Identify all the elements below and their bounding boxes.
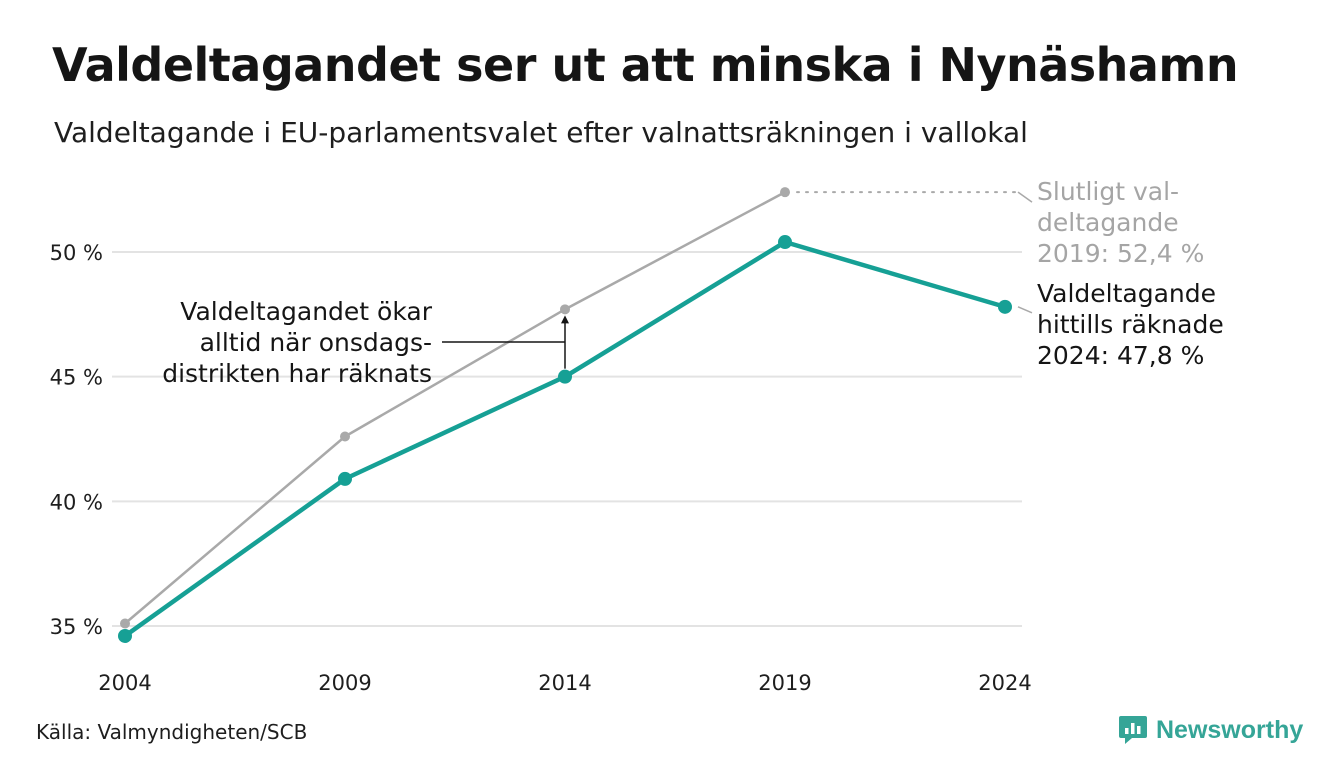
series-counted — [118, 235, 1012, 643]
newsworthy-icon — [1119, 716, 1147, 744]
x-tick-label: 2014 — [538, 671, 591, 695]
counted-label-line: Valdeltagande — [1037, 279, 1216, 308]
increase-arrow-head — [561, 315, 569, 324]
data-point-counted — [778, 235, 792, 250]
brand-logo: Newsworthy — [1118, 714, 1303, 746]
x-tick-label: 2009 — [318, 671, 371, 695]
final-label-line: Slutligt val- — [1037, 177, 1179, 206]
data-point-final — [780, 187, 790, 198]
x-tick-label: 2004 — [98, 671, 151, 695]
series-line-final — [124, 191, 786, 625]
x-tick-label: 2019 — [758, 671, 811, 695]
data-point-counted — [338, 471, 352, 486]
data-point-final — [340, 431, 350, 442]
counted-label-leader — [1017, 306, 1033, 314]
brand-name: Newsworthy — [1156, 715, 1304, 744]
y-tick-label: 50 % — [50, 241, 103, 265]
series-final — [120, 187, 790, 629]
y-axis: 35 % 40 % 45 % 50 % — [50, 241, 103, 639]
final-label: Slutligt val-deltagande 2019: 52,4 % — [1037, 177, 1204, 268]
increase-note-line: Valdeltagandet ökar — [180, 297, 432, 326]
increase-note: Valdeltagandet ökar alltid när onsdags-di… — [162, 297, 432, 388]
x-tick-label: 2024 — [978, 671, 1031, 695]
counted-label-line: hittills räknade — [1037, 310, 1224, 339]
y-tick-label: 40 % — [50, 490, 103, 514]
final-label-line: deltagande — [1037, 208, 1179, 237]
chart-title: Valdeltagandet ser ut att minska i Nynäs… — [52, 38, 1239, 92]
data-point-final — [560, 304, 570, 315]
data-point-counted — [118, 628, 132, 643]
data-point-final — [120, 618, 130, 629]
final-label-line: 2019: 52,4 % — [1037, 239, 1204, 268]
data-point-counted — [558, 369, 572, 384]
y-tick-label: 35 % — [50, 615, 103, 639]
source-note: Källa: Valmyndigheten/SCB — [36, 720, 308, 744]
y-tick-label: 45 % — [50, 366, 103, 390]
counted-label: Valdeltagande hittills räknade 2024: 47,8 … — [1037, 279, 1224, 370]
increase-note-line: distrikten har räknats — [162, 359, 432, 388]
x-axis: 2004 2009 2014 2019 2024 — [98, 671, 1031, 695]
increase-note-line: alltid när onsdags- — [200, 328, 432, 357]
annotations: Slutligt val-deltagande 2019: 52,4 % Valde… — [162, 177, 1223, 388]
counted-label-line: 2024: 47,8 % — [1037, 341, 1204, 370]
chart-subtitle: Valdeltagande i EU-parlamentsvalet efter… — [54, 116, 1028, 149]
data-point-counted — [998, 299, 1012, 314]
final-label-leader — [1017, 191, 1033, 203]
